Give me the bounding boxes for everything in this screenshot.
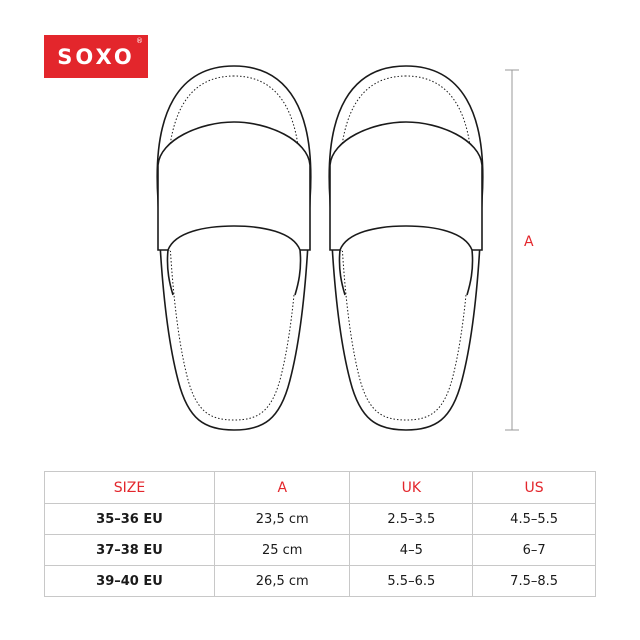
size-table: SIZE A UK US 35–36 EU 23,5 cm 2.5–3.5 4.… — [43, 471, 596, 597]
size-cell: 35–36 EU — [43, 503, 216, 535]
length-cell: 25 cm — [214, 534, 351, 566]
header-size: SIZE — [43, 471, 216, 504]
table-header-row: SIZE A UK US — [43, 471, 596, 504]
header-uk: UK — [349, 471, 474, 504]
length-cell: 26,5 cm — [214, 565, 351, 597]
size-cell: 37–38 EU — [43, 534, 216, 566]
left-slipper — [156, 65, 312, 431]
dimension-line — [505, 69, 519, 431]
table-row: 37–38 EU 25 cm 4–5 6–7 — [43, 534, 596, 566]
length-cell: 23,5 cm — [214, 503, 351, 535]
size-cell: 39–40 EU — [43, 565, 216, 597]
dimension-label: A — [524, 234, 534, 250]
header-us: US — [472, 471, 596, 504]
uk-cell: 2.5–3.5 — [349, 503, 474, 535]
registered-mark: ® — [136, 37, 143, 45]
us-cell: 4.5–5.5 — [472, 503, 596, 535]
header-a: A — [214, 471, 351, 504]
us-cell: 6–7 — [472, 534, 596, 566]
table-row: 35–36 EU 23,5 cm 2.5–3.5 4.5–5.5 — [43, 503, 596, 535]
logo-text: SOXO — [57, 44, 135, 69]
table-row: 39–40 EU 26,5 cm 5.5–6.5 7.5–8.5 — [43, 565, 596, 597]
uk-cell: 5.5–6.5 — [349, 565, 474, 597]
uk-cell: 4–5 — [349, 534, 474, 566]
us-cell: 7.5–8.5 — [472, 565, 596, 597]
right-slipper — [328, 65, 484, 431]
brand-logo: SOXO ® — [44, 35, 148, 78]
